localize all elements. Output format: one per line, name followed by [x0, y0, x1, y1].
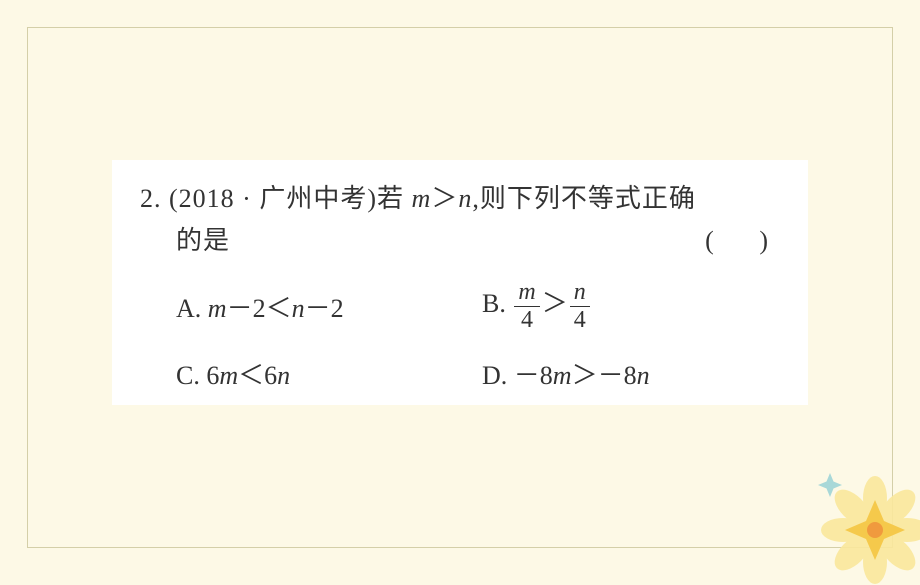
A-two2: 2: [331, 294, 344, 323]
label-A: A.: [176, 294, 201, 323]
B-gt: ＞: [542, 289, 568, 318]
B-frac2: n 4: [570, 279, 590, 333]
source-location: 广州中考: [259, 184, 367, 213]
option-A-label: A. m－2＜n－2: [176, 294, 344, 323]
answer-blank: ( ): [705, 220, 768, 262]
label-D: D.: [482, 361, 507, 390]
option-C: C. 6m＜6n: [176, 355, 482, 392]
option-D: D. －8m＞－8n: [482, 355, 650, 392]
stem-line2-text: 的是: [176, 220, 230, 262]
question-stem-line2: 的是 ( ): [140, 220, 780, 262]
paren-close: ): [759, 226, 768, 255]
D-eight1: 8: [540, 361, 553, 390]
option-B: B. m 4 ＞ n 4: [482, 279, 592, 333]
comma: ,: [472, 184, 480, 213]
stem-tail: 则下列不等式正确: [480, 184, 696, 213]
C-lt: ＜: [238, 361, 264, 390]
C-six1: 6: [206, 361, 219, 390]
B-frac1: m 4: [514, 279, 539, 333]
question-number: 2.: [140, 184, 162, 213]
B-n: n: [570, 279, 590, 306]
options-row-1: A. m－2＜n－2 B. m 4 ＞ n 4: [140, 279, 780, 333]
op-gt: ＞: [431, 184, 458, 213]
B-four1: 4: [514, 307, 539, 333]
C-six2: 6: [264, 361, 277, 390]
B-four2: 4: [570, 307, 590, 333]
A-minus2: －: [305, 294, 331, 323]
question-stem-line1: 2. (2018 · 广州中考)若 m＞n,则下列不等式正确: [140, 178, 780, 220]
A-lt: ＜: [266, 294, 292, 323]
paren-open: (: [705, 226, 714, 255]
source-open: (: [169, 184, 179, 213]
A-m: m: [208, 294, 227, 323]
C-m: m: [219, 361, 238, 390]
var-n: n: [458, 184, 472, 213]
A-two1: 2: [253, 294, 266, 323]
source-close: ): [367, 184, 377, 213]
stem-prefix: 若: [377, 184, 404, 213]
D-neg2: －: [598, 361, 624, 390]
D-m: m: [553, 361, 572, 390]
D-eight2: 8: [624, 361, 637, 390]
option-B-label: B. m 4 ＞ n 4: [482, 289, 592, 318]
A-minus1: －: [227, 294, 253, 323]
source-year: 2018: [179, 184, 235, 213]
label-C: C.: [176, 361, 200, 390]
option-A: A. m－2＜n－2: [176, 288, 482, 325]
D-neg1: －: [514, 361, 540, 390]
var-m: m: [412, 184, 432, 213]
option-D-label: D. －8m＞－8n: [482, 361, 650, 390]
B-m: m: [514, 279, 539, 306]
option-C-label: C. 6m＜6n: [176, 361, 290, 390]
label-B: B.: [482, 289, 506, 318]
D-gt: ＞: [572, 361, 598, 390]
C-n: n: [277, 361, 290, 390]
source-dot: ·: [242, 184, 252, 213]
question-content: 2. (2018 · 广州中考)若 m＞n,则下列不等式正确 的是 ( ) A.…: [112, 160, 808, 405]
options-row-2: C. 6m＜6n D. －8m＞－8n: [140, 355, 780, 392]
D-n: n: [637, 361, 650, 390]
A-n: n: [292, 294, 305, 323]
